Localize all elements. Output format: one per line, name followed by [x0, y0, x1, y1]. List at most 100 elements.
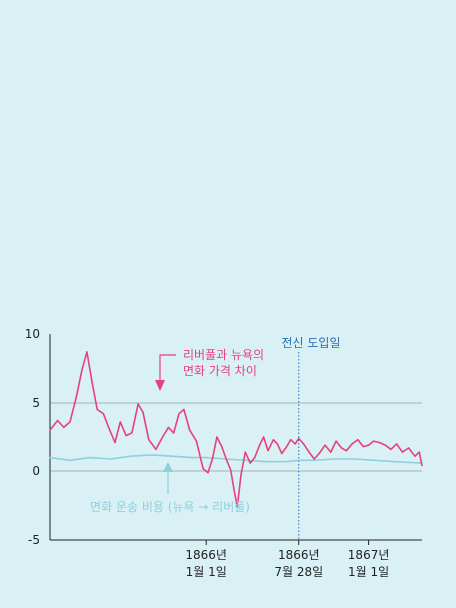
data-point	[89, 457, 91, 459]
x-tick-label: 7월 28일	[274, 565, 323, 579]
data-point	[249, 462, 251, 464]
data-point	[49, 429, 51, 431]
telegraph-label: 전신 도입일	[281, 336, 340, 350]
data-point	[148, 439, 150, 441]
series-line	[49, 351, 423, 508]
grid	[50, 402, 422, 472]
data-point	[313, 458, 315, 460]
data-point	[368, 444, 370, 446]
data-point	[286, 446, 288, 448]
data-point	[254, 457, 256, 459]
data-point	[205, 457, 207, 459]
series-1	[49, 454, 423, 464]
data-point	[259, 444, 261, 446]
data-point	[276, 443, 278, 445]
data-point	[345, 450, 347, 452]
data-point	[216, 436, 218, 438]
data-point	[286, 461, 288, 463]
data-point	[225, 458, 227, 460]
data-point	[178, 413, 180, 415]
data-point	[49, 457, 51, 459]
series-layer	[49, 351, 423, 508]
data-point	[272, 439, 274, 441]
data-point	[108, 428, 110, 430]
data-point	[313, 459, 315, 461]
data-point	[335, 440, 337, 442]
data-point	[119, 421, 121, 423]
data-point	[137, 403, 139, 405]
data-point	[357, 439, 359, 441]
data-point	[354, 458, 356, 460]
x-tick-label: 1월 1일	[186, 565, 227, 579]
data-point	[173, 432, 175, 434]
data-point	[318, 452, 320, 455]
data-point	[265, 461, 267, 463]
transport-cost-annotation: 면화 운송 비용 (뉴욕 → 리버풀)	[90, 462, 250, 514]
data-point	[394, 461, 396, 463]
y-tick-label: -5	[28, 533, 40, 547]
x-tick-label: 1866년	[278, 548, 320, 562]
data-point	[294, 443, 296, 445]
data-point	[102, 413, 104, 415]
data-point	[290, 439, 292, 441]
data-point	[155, 448, 157, 450]
transport-cost-arrowhead	[163, 462, 173, 472]
data-point	[281, 452, 283, 455]
data-point	[211, 458, 213, 460]
data-point	[63, 426, 65, 428]
data-point	[129, 455, 132, 457]
y-ticks: 10 5 0 -5	[25, 327, 40, 547]
data-point	[418, 451, 420, 453]
data-point	[308, 451, 310, 453]
data-point	[69, 459, 71, 461]
data-point	[183, 408, 185, 411]
data-point	[240, 474, 242, 477]
y-tick-label: 0	[32, 464, 40, 478]
data-point	[340, 447, 343, 449]
data-point	[298, 437, 300, 439]
data-point	[408, 447, 410, 449]
data-point	[170, 455, 173, 457]
data-point	[303, 443, 305, 445]
price-gap-label-line2: 면화 가격 차이	[183, 364, 257, 378]
price-gap-arrowhead	[155, 380, 165, 391]
data-point	[374, 459, 376, 461]
telegraph-marker: 전신 도입일	[281, 336, 341, 540]
data-point	[57, 419, 59, 422]
data-point	[110, 458, 112, 460]
x-tick-label: 1866년	[185, 548, 227, 562]
data-point	[245, 459, 247, 461]
y-tick-label: 10	[25, 327, 40, 341]
data-point	[142, 411, 144, 413]
series-line	[49, 454, 423, 464]
data-point	[125, 435, 127, 437]
data-point	[324, 444, 326, 446]
data-point	[267, 450, 269, 452]
data-point	[378, 441, 380, 444]
price-gap-annotation: 리버풀과 뉴욕의 면화 가격 차이	[155, 348, 264, 391]
data-point	[421, 465, 423, 467]
data-point	[384, 444, 387, 446]
data-point	[195, 440, 197, 442]
data-point	[230, 469, 232, 471]
x-tick-label: 1월 1일	[348, 565, 389, 579]
data-point	[298, 459, 300, 461]
price-gap-label-line1: 리버풀과 뉴욕의	[183, 348, 264, 362]
data-point	[189, 429, 191, 431]
data-point	[114, 441, 116, 444]
data-point	[333, 458, 335, 460]
data-point	[167, 426, 169, 428]
data-point	[96, 408, 98, 411]
data-point	[390, 448, 392, 450]
data-point	[330, 451, 332, 453]
data-point	[86, 351, 88, 353]
data-point	[236, 506, 238, 508]
data-point	[233, 490, 235, 492]
data-point	[191, 457, 193, 459]
data-point	[244, 451, 246, 453]
data-point	[81, 369, 83, 371]
data-point	[91, 382, 93, 384]
data-point	[162, 436, 164, 438]
series-0	[49, 351, 423, 508]
data-point	[131, 432, 133, 434]
